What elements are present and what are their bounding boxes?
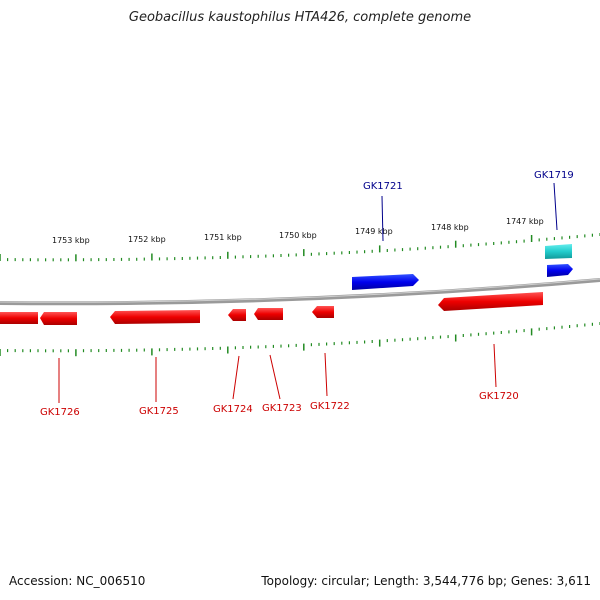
gene-label-gk1726[interactable]: GK1726 — [40, 407, 80, 418]
scale-label-1749: 1749 kbp — [355, 227, 393, 236]
leader-gk1724 — [232, 355, 240, 400]
scale-label-1751: 1751 kbp — [204, 233, 242, 242]
gene-label-gk1721[interactable]: GK1721 — [363, 181, 403, 192]
gene-label-gk1720[interactable]: GK1720 — [479, 391, 519, 402]
gene-label-gk1722[interactable]: GK1722 — [310, 401, 350, 412]
gene-label-gk1719[interactable]: GK1719 — [534, 170, 574, 181]
gene-label-gk1725[interactable]: GK1725 — [139, 406, 179, 417]
genome-backbone-highlight — [0, 278, 600, 303]
scale-label-1750: 1750 kbp — [279, 231, 317, 240]
gene-gk1719-rna[interactable] — [545, 244, 572, 259]
gene-gk1725[interactable] — [110, 310, 200, 324]
genome-summary-text: Topology: circular; Length: 3,544,776 bp… — [261, 574, 591, 588]
gene-gk1723[interactable] — [254, 308, 283, 320]
leader-gk1723 — [269, 354, 281, 400]
outer-scale-ticks — [0, 233, 600, 262]
leader-gk1722 — [324, 352, 328, 397]
scale-label-1748: 1748 kbp — [431, 223, 469, 232]
scale-label-1752: 1752 kbp — [128, 235, 166, 244]
gene-label-gk1723[interactable]: GK1723 — [262, 403, 302, 414]
leader-gk1721 — [381, 195, 384, 242]
leader-gk1719 — [553, 182, 558, 231]
scale-label-1747: 1747 kbp — [506, 217, 544, 226]
gene-gk1721[interactable] — [352, 274, 419, 290]
genome-title: Geobacillus kaustophilus HTA426, complet… — [128, 10, 472, 25]
genome-backbone — [0, 278, 600, 306]
scale-label-1753: 1753 kbp — [52, 236, 90, 245]
gene-gk1722[interactable] — [312, 306, 334, 318]
gene-gk1720[interactable] — [438, 292, 543, 311]
leader-gk1720 — [493, 343, 497, 388]
gene-gk1719[interactable] — [547, 264, 573, 277]
gene-gk1726[interactable] — [0, 312, 77, 325]
gene-label-gk1724[interactable]: GK1724 — [213, 404, 253, 415]
inner-scale-ticks — [0, 322, 600, 357]
gene-gk1724[interactable] — [228, 309, 246, 321]
accession-text: Accession: NC_006510 — [9, 574, 146, 588]
